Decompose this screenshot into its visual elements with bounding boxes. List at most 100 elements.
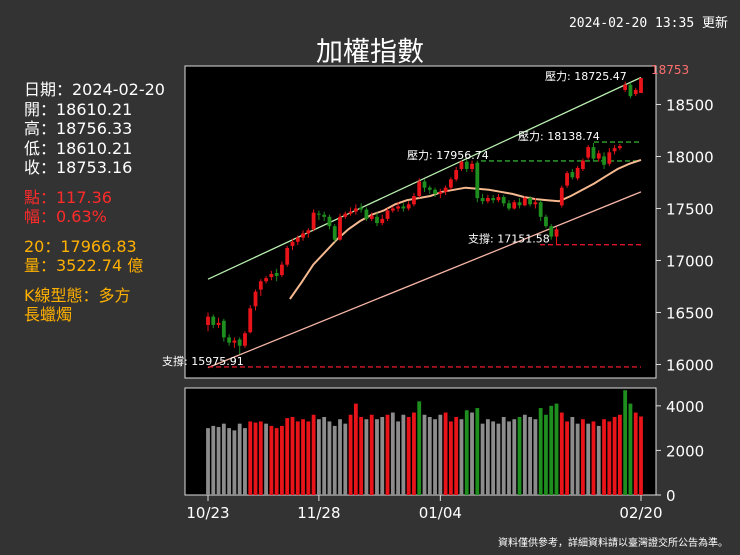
volume-bar [491, 421, 496, 495]
candle-body [306, 230, 311, 234]
disclaimer: 資料僅供參考，詳細資料請以臺灣證交所公告為準。 [498, 538, 728, 549]
volume-bar [538, 408, 543, 495]
x-tick-label: 01/04 [419, 504, 462, 522]
volume-bar [554, 403, 559, 495]
candle-body [237, 339, 242, 346]
candle-body [612, 148, 617, 152]
volume-bar [633, 412, 638, 495]
volume-tick-label: 0 [666, 487, 676, 505]
price-tick-label: 17500 [666, 200, 714, 218]
candle-body [480, 198, 485, 202]
candle-body [538, 202, 543, 217]
candle-body [338, 216, 342, 240]
candle-body [581, 160, 585, 169]
volume-bar [253, 422, 258, 495]
info-volume: 量：3522.74 億 [24, 256, 144, 275]
candle-body [311, 212, 316, 230]
info-percent-change: 幅：0.63% [24, 207, 107, 226]
candle-body [517, 202, 522, 206]
candle-body [475, 162, 480, 199]
volume-bar [311, 414, 316, 495]
volume-bar [348, 414, 353, 495]
volume-bar [617, 414, 622, 495]
volume-bar [301, 419, 305, 495]
info-date: 日期：2024-02-20 [24, 80, 165, 99]
volume-bar [295, 421, 300, 495]
update-timestamp: 2024-02-20 13:35 更新 [568, 16, 728, 31]
volume-bar [533, 419, 538, 495]
candle-body [401, 206, 406, 209]
candle-body [375, 216, 379, 224]
volume-bar [396, 421, 400, 495]
volume-bar [454, 416, 459, 495]
candle-body [459, 161, 464, 169]
volume-bar [322, 416, 327, 495]
candle-body [470, 163, 474, 169]
candle-body [491, 198, 496, 201]
info-pattern-label: K線型態：多方 [24, 285, 131, 305]
price-tick-label: 18000 [666, 148, 714, 166]
volume-bar [285, 418, 290, 495]
candle-body [554, 229, 559, 237]
info-panel: 日期：2024-02-20 開：18610.21 高：18756.33 低：18… [24, 80, 165, 325]
price-panel [184, 65, 657, 379]
candle-body [285, 248, 290, 265]
volume-bar [427, 416, 432, 495]
volume-bar [211, 425, 216, 495]
candle-body [501, 197, 506, 204]
candle-body [364, 209, 369, 219]
candle-body [443, 187, 448, 192]
volume-bar [280, 425, 284, 495]
candle-body [433, 189, 437, 194]
candle-body [221, 320, 226, 338]
volume-bar [443, 412, 448, 495]
volume-bar [438, 414, 443, 495]
volume-bar [522, 414, 527, 495]
candle-body [565, 173, 569, 186]
info-points-change: 點：117.36 [24, 187, 112, 207]
candle-body [295, 237, 300, 242]
volume-bar [607, 421, 612, 495]
candle-body [412, 196, 416, 205]
volume-bar [544, 414, 548, 495]
volume-bar [375, 419, 379, 495]
candle-body [385, 210, 390, 219]
volume-bar [628, 403, 633, 495]
info-close: 收：18753.16 [24, 158, 133, 177]
volume-bar [359, 416, 364, 495]
volume-bar [549, 405, 554, 495]
volume-bar [422, 414, 427, 495]
volume-bar [433, 419, 437, 495]
volume-bar [570, 416, 575, 495]
volume-bar [243, 428, 247, 495]
volume-bar [417, 401, 422, 495]
candle-body [639, 78, 643, 94]
volume-bar [581, 419, 585, 495]
candle-body [607, 152, 612, 164]
volume-bar [316, 419, 321, 495]
volume-bar [501, 416, 506, 495]
volume-bar [338, 419, 342, 495]
candle-body [544, 216, 548, 227]
candle-body [628, 84, 633, 97]
price-tick-label: 16000 [666, 356, 714, 374]
volume-bar [565, 421, 569, 495]
candle-body [332, 226, 337, 240]
candle-body [623, 84, 628, 90]
candle-body [533, 202, 538, 205]
info-high: 高：18756.33 [24, 119, 133, 138]
candle-body [528, 198, 533, 205]
candle-body [591, 147, 596, 159]
volume-bar [517, 416, 522, 495]
volume-bar [258, 421, 263, 495]
volume-bar [206, 428, 210, 495]
candle-body [348, 211, 353, 214]
trend-line-upper [207, 76, 642, 280]
volume-bar [364, 419, 369, 495]
volume-bar [332, 425, 337, 495]
level-label: 壓力: 17956.74 [407, 149, 489, 162]
candle-body [438, 191, 443, 194]
candle-body [248, 308, 253, 333]
candle-body [290, 241, 295, 246]
